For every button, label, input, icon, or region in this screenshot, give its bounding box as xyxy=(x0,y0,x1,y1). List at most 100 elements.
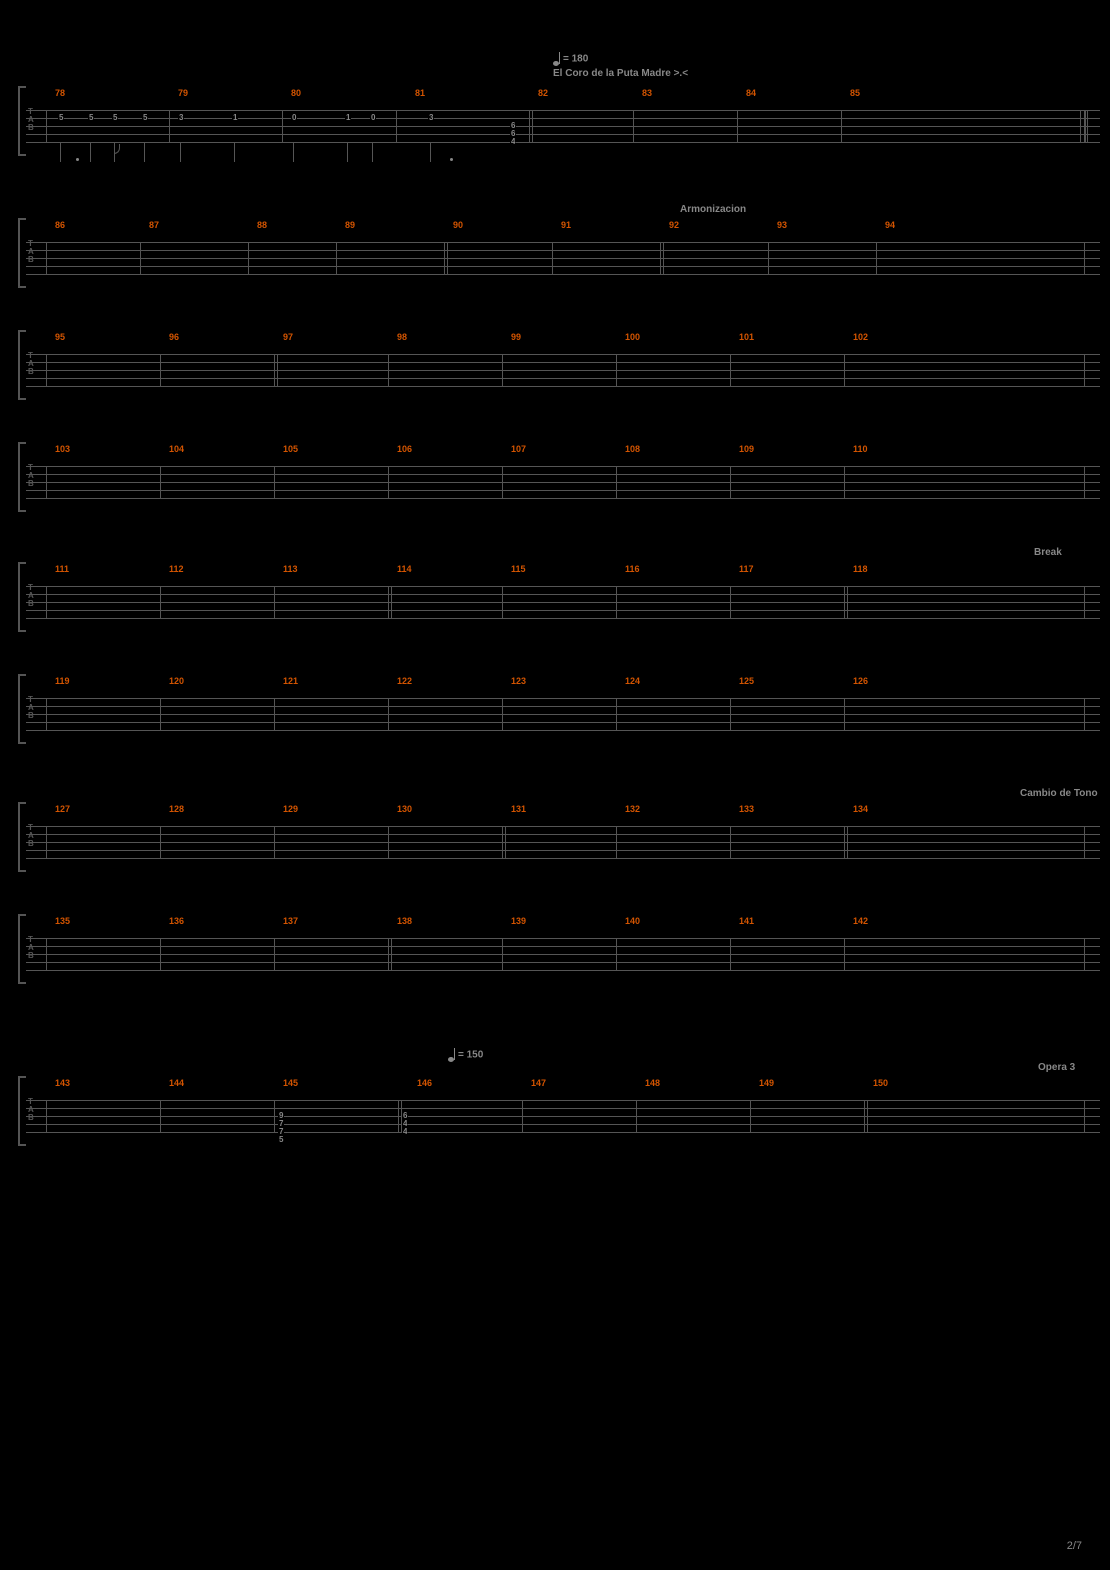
staff-line xyxy=(26,1116,1100,1117)
note-stem xyxy=(347,142,348,162)
barline xyxy=(529,110,530,142)
barline xyxy=(46,242,47,274)
note-stem xyxy=(293,142,294,162)
tab-clef-label: TAB xyxy=(28,584,34,608)
staff-line xyxy=(26,134,1100,135)
barline xyxy=(730,698,731,730)
measure-number: 107 xyxy=(511,444,526,454)
staff-line xyxy=(26,110,1100,111)
measure-number: 124 xyxy=(625,676,640,686)
section-label: Opera 3 xyxy=(1038,1062,1075,1073)
staff-line xyxy=(26,962,1100,963)
measure-number: 110 xyxy=(853,444,868,454)
quarter-note-icon xyxy=(553,52,561,66)
staff-line xyxy=(26,714,1100,715)
barline xyxy=(522,1100,523,1132)
fret-number: 1 xyxy=(232,114,238,122)
barline xyxy=(274,586,275,618)
measure-number: 139 xyxy=(511,916,526,926)
staff-line xyxy=(26,586,1100,587)
staff-line xyxy=(26,362,1100,363)
measure-number: 80 xyxy=(291,88,301,98)
measure-number: 79 xyxy=(178,88,188,98)
staff-bracket xyxy=(18,86,26,156)
measure-number: 111 xyxy=(55,564,69,574)
staff-line xyxy=(26,250,1100,251)
barline xyxy=(160,826,161,858)
note-stem xyxy=(144,142,145,162)
measure-number: 82 xyxy=(538,88,548,98)
barline xyxy=(633,110,634,142)
barline xyxy=(160,938,161,970)
measure-number: 88 xyxy=(257,220,267,230)
measure-number: 84 xyxy=(746,88,756,98)
staff-line xyxy=(26,474,1100,475)
barline xyxy=(160,1100,161,1132)
staff-row: TAB111112113114115116117118 xyxy=(0,562,1110,632)
barline xyxy=(1084,110,1086,142)
measure-number: 116 xyxy=(625,564,640,574)
barline xyxy=(274,466,275,498)
note-stem xyxy=(60,142,61,162)
measure-number: 148 xyxy=(645,1078,660,1088)
tempo-marking: = 180 xyxy=(553,52,588,66)
staff-line xyxy=(26,378,1100,379)
measure-number: 96 xyxy=(169,332,179,342)
measure-number: 149 xyxy=(759,1078,774,1088)
measure-number: 128 xyxy=(169,804,184,814)
tempo-value: = 150 xyxy=(458,1050,483,1061)
barline xyxy=(844,466,845,498)
tab-clef-label: TAB xyxy=(28,1098,34,1122)
staff-row: TAB127128129130131132133134 xyxy=(0,802,1110,872)
measure-number: 120 xyxy=(169,676,184,686)
staff-bracket xyxy=(18,674,26,744)
measure-number: 83 xyxy=(642,88,652,98)
note-stem xyxy=(430,142,431,162)
measure-number: 129 xyxy=(283,804,298,814)
barline xyxy=(502,354,503,386)
measure-number: 78 xyxy=(55,88,65,98)
barline xyxy=(274,698,275,730)
staff-row: TAB103104105106107108109110 xyxy=(0,442,1110,512)
measure-number: 143 xyxy=(55,1078,70,1088)
measure-number: 134 xyxy=(853,804,868,814)
measure-number: 138 xyxy=(397,916,412,926)
measure-number: 93 xyxy=(777,220,787,230)
staff-line xyxy=(26,954,1100,955)
staff-line xyxy=(26,142,1100,143)
barline xyxy=(616,466,617,498)
barline xyxy=(502,938,503,970)
staff-line xyxy=(26,698,1100,699)
staff-bracket xyxy=(18,330,26,400)
barline xyxy=(730,938,731,970)
fret-number: 1 xyxy=(345,114,351,122)
barline xyxy=(282,110,283,142)
quarter-note-icon xyxy=(448,1048,456,1062)
measure-number: 101 xyxy=(739,332,754,342)
barline xyxy=(388,826,389,858)
staff-line xyxy=(26,370,1100,371)
barline xyxy=(730,466,731,498)
barline xyxy=(616,938,617,970)
staff-line xyxy=(26,498,1100,499)
staff-line xyxy=(26,1100,1100,1101)
barline xyxy=(274,938,275,970)
barline xyxy=(46,826,47,858)
measure-number: 94 xyxy=(885,220,895,230)
staff-line xyxy=(26,1108,1100,1109)
staff-bracket xyxy=(18,218,26,288)
staff-row: TAB119120121122123124125126 xyxy=(0,674,1110,744)
measure-number: 142 xyxy=(853,916,868,926)
barline xyxy=(768,242,769,274)
fret-number: 4 xyxy=(402,1128,408,1136)
measure-number: 150 xyxy=(873,1078,888,1088)
barline xyxy=(336,242,337,274)
tab-clef-label: TAB xyxy=(28,108,34,132)
section-label: El Coro de la Puta Madre >.< xyxy=(553,68,688,79)
measure-number: 109 xyxy=(739,444,754,454)
barline xyxy=(1084,354,1085,386)
barline xyxy=(388,466,389,498)
barline xyxy=(1084,242,1085,274)
measure-number: 119 xyxy=(55,676,70,686)
fret-number: 5 xyxy=(58,114,64,122)
